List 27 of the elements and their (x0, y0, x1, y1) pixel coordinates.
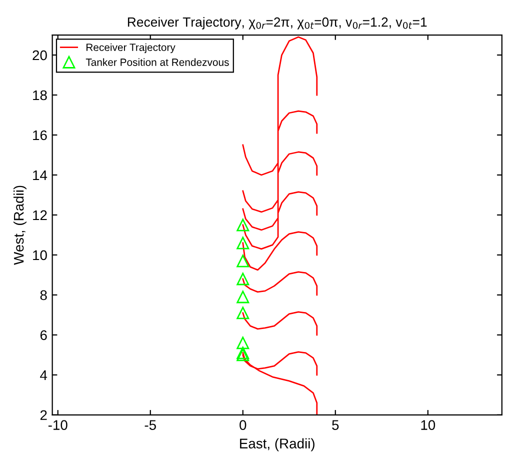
y-tick-label: 6 (40, 330, 47, 340)
x-tick-label: -5 (144, 420, 156, 430)
x-tick-label: 10 (421, 420, 436, 430)
y-tick-label: 8 (40, 290, 47, 300)
x-tick-label: 5 (332, 420, 339, 430)
point (236, 336, 250, 350)
y-tick-label: 14 (33, 170, 48, 180)
y-tick-label: 10 (33, 250, 47, 260)
y-tick-label: 20 (32, 50, 47, 60)
y-tick-label: 16 (33, 130, 47, 140)
y-axis-title: West, (Radii) (14, 186, 26, 265)
point (236, 290, 250, 304)
point (236, 236, 250, 250)
y-tick-label: 4 (40, 370, 48, 380)
x-axis-title: East, (Radii) (240, 438, 314, 452)
y-tick-label: 18 (33, 90, 47, 100)
x-tick-label: -10 (48, 420, 68, 430)
point (236, 218, 250, 232)
chart-title: Receiver Trajectory, χ$_{0r}$=2π, χ$_{0t}$=0π, v$_{0r}$=1.2, v$_{0t}$=1 (128, 17, 427, 30)
point (236, 306, 250, 320)
point (236, 254, 250, 268)
legend-label: Receiver Trajectory (86, 43, 176, 54)
legend-label: Tanker Position at Rendezvous (86, 58, 229, 66)
x-tick-label: 0 (240, 420, 246, 430)
y-tick-label: 2 (40, 410, 47, 420)
point (236, 272, 250, 286)
y-tick-label: 12 (33, 210, 47, 220)
